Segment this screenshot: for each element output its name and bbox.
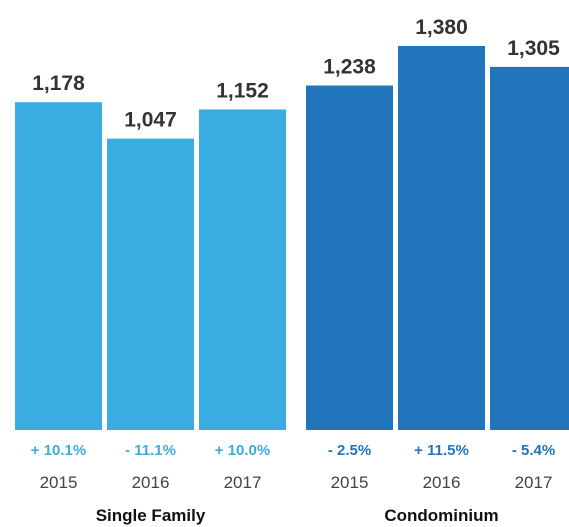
- bar: [15, 102, 102, 431]
- group-label: Single Family: [96, 506, 206, 525]
- data-label: 1,380: [415, 16, 468, 39]
- year-labels-layer: 2015 2016 2017 2015 2016 2017: [40, 473, 553, 492]
- bar: [107, 138, 194, 430]
- bar: [306, 85, 393, 430]
- data-label: 1,178: [32, 72, 85, 95]
- data-label: 1,047: [124, 109, 177, 132]
- year-tick-label: 2015: [40, 473, 78, 492]
- data-label: 1,238: [323, 56, 376, 79]
- change-label: - 5.4%: [512, 442, 555, 459]
- change-label: + 10.1%: [31, 442, 86, 459]
- year-tick-label: 2016: [423, 473, 461, 492]
- value-labels-layer: 1,178 1,047 1,152 1,238 1,380 1,305: [32, 16, 560, 132]
- year-tick-label: 2017: [224, 473, 262, 492]
- group-label: Condominium: [384, 506, 498, 525]
- bar: [398, 46, 485, 430]
- change-label: + 10.0%: [215, 442, 270, 459]
- change-label: - 2.5%: [328, 442, 371, 459]
- data-label: 1,305: [507, 37, 560, 60]
- data-label: 1,152: [216, 79, 269, 102]
- change-label: + 11.5%: [414, 442, 469, 459]
- change-label: - 11.1%: [125, 442, 176, 459]
- bar: [199, 109, 286, 430]
- year-tick-label: 2016: [132, 473, 170, 492]
- bar: [490, 66, 569, 430]
- bars-layer: [15, 46, 569, 431]
- year-tick-label: 2017: [515, 473, 553, 492]
- year-tick-label: 2015: [331, 473, 369, 492]
- group-labels-layer: Single Family Condominium: [96, 506, 499, 525]
- change-labels-layer: + 10.1% - 11.1% + 10.0% - 2.5% + 11.5% - 5.4%: [31, 442, 555, 459]
